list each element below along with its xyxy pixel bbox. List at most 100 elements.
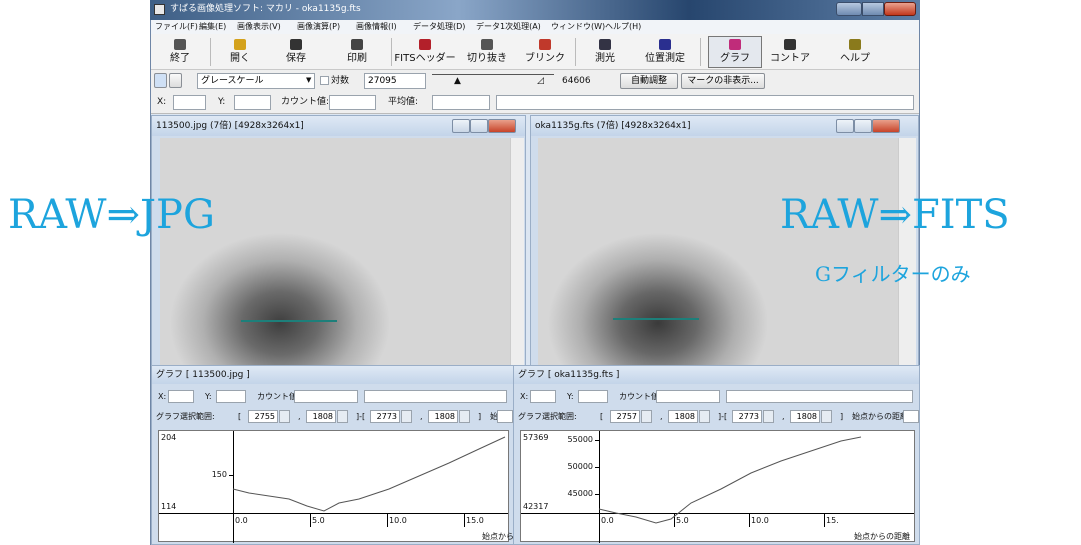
maximize-button[interactable] xyxy=(854,119,872,133)
message-field xyxy=(726,390,913,403)
menu-item[interactable]: データ処理(D) xyxy=(413,23,465,31)
bracket: ]-[ xyxy=(356,413,365,421)
menu-item[interactable]: ファイル(F) xyxy=(155,23,198,31)
image-view xyxy=(538,138,898,371)
annotation: Gフィルターのみ xyxy=(815,258,971,287)
profile-line xyxy=(233,437,505,511)
menu-item[interactable]: 編集(E) xyxy=(199,23,226,31)
toolbar-button[interactable]: 位置測定 xyxy=(645,54,685,64)
log-label: 対数 xyxy=(331,77,349,86)
hide-marks-button[interactable]: マークの非表示... xyxy=(681,73,765,89)
minimize-button[interactable] xyxy=(836,119,854,133)
toolbar-icon xyxy=(539,39,551,50)
slider-max-thumb[interactable]: ◿ xyxy=(537,77,544,86)
y-field xyxy=(578,390,608,403)
toolbar-icon xyxy=(351,39,363,50)
toolbar-button[interactable]: 印刷 xyxy=(347,54,367,64)
profile-line xyxy=(613,318,699,320)
toolbar-button[interactable]: 終了 xyxy=(170,54,190,64)
status-y-field xyxy=(234,95,271,110)
maximize-button[interactable] xyxy=(470,119,488,133)
comma: , xyxy=(782,413,785,421)
count-field xyxy=(656,390,720,403)
menu-item[interactable]: 画像演算(P) xyxy=(297,23,340,31)
annotation: RAW⇒FITS xyxy=(780,192,1010,238)
bracket: [ xyxy=(600,413,603,421)
graph-window: グラフ [ oka1135g.fts ]X:Y:カウント値:グラフ選択範囲:[2… xyxy=(513,365,920,545)
toolbar-icon xyxy=(290,39,302,50)
bracket: ]-[ xyxy=(718,413,727,421)
spinner[interactable] xyxy=(459,410,470,423)
y-label: Y: xyxy=(205,393,212,401)
slider-track xyxy=(432,74,554,75)
count-field xyxy=(294,390,358,403)
end-y-field[interactable]: 1808 xyxy=(428,410,458,423)
image-window-title: 113500.jpg (7倍) [4928x3264x1] xyxy=(156,122,304,131)
toolbar-button[interactable]: 開く xyxy=(230,54,250,64)
spinner[interactable] xyxy=(337,410,348,423)
image-view xyxy=(160,138,510,371)
window-title: すばる画像処理ソフト: マカリ - oka1135g.fts xyxy=(170,5,361,14)
y-field xyxy=(216,390,246,403)
min-input[interactable]: 27095 xyxy=(364,73,426,89)
menu-item[interactable]: データ1次処理(A) xyxy=(476,23,541,31)
toolbar-button[interactable]: グラフ xyxy=(720,54,750,64)
x-field xyxy=(530,390,556,403)
zoom-out-button[interactable] xyxy=(169,73,182,88)
graph-title: グラフ [ 113500.jpg ] xyxy=(156,371,250,380)
close-button[interactable] xyxy=(884,2,916,16)
toolbar-button[interactable]: ヘルプ xyxy=(840,54,870,64)
menu-item[interactable]: ヘルプ(H) xyxy=(605,23,641,31)
toolbar-separator xyxy=(575,38,576,66)
slider-min-thumb[interactable]: ▲ xyxy=(454,77,461,86)
menu-item[interactable]: 画像表示(V) xyxy=(237,23,281,31)
spinner[interactable] xyxy=(763,410,774,423)
spinner[interactable] xyxy=(699,410,710,423)
screenshot: すばる画像処理ソフト: マカリ - oka1135g.fts グレースケール ▼… xyxy=(0,0,1081,545)
spinner[interactable] xyxy=(401,410,412,423)
auto-adjust-button[interactable]: 自動調整 xyxy=(620,73,678,89)
start-x-field[interactable]: 2755 xyxy=(248,410,278,423)
range-label: グラフ選択範囲: xyxy=(518,413,577,421)
toolbar-icon xyxy=(481,39,493,50)
spinner[interactable] xyxy=(641,410,652,423)
minimize-button[interactable] xyxy=(452,119,470,133)
minimize-button[interactable] xyxy=(836,2,862,16)
toolbar-separator xyxy=(210,38,211,66)
toolbar-icon xyxy=(659,39,671,50)
spinner[interactable] xyxy=(279,410,290,423)
menu-item[interactable]: 画像情報(I) xyxy=(356,23,397,31)
distance-label: 始点からの距離 xyxy=(852,413,908,421)
toolbar-button[interactable]: 測光 xyxy=(595,54,615,64)
toolbar-separator xyxy=(700,38,701,66)
maximize-button[interactable] xyxy=(862,2,884,16)
distance-field xyxy=(903,410,919,423)
log-checkbox[interactable] xyxy=(320,76,329,85)
image-window: 113500.jpg (7倍) [4928x3264x1] xyxy=(151,115,526,370)
start-y-field[interactable]: 1808 xyxy=(306,410,336,423)
bracket: ] xyxy=(478,413,481,421)
toolbar-button[interactable]: ブリンク xyxy=(525,54,565,64)
status-y-label: Y: xyxy=(218,98,225,107)
zoom-in-button[interactable] xyxy=(154,73,167,88)
start-x-field[interactable]: 2757 xyxy=(610,410,640,423)
spinner[interactable] xyxy=(821,410,832,423)
toolbar-icon xyxy=(419,39,431,50)
message-field xyxy=(364,390,507,403)
toolbar-button[interactable]: 切り抜き xyxy=(467,54,507,64)
toolbar-button[interactable]: コントア xyxy=(770,54,810,64)
status-count-field xyxy=(329,95,376,110)
menu-item[interactable]: ウィンドウ(W) xyxy=(551,23,605,31)
end-x-field[interactable]: 2773 xyxy=(370,410,400,423)
profile-line xyxy=(599,437,861,523)
end-y-field[interactable]: 1808 xyxy=(790,410,820,423)
annotation: RAW⇒JPG xyxy=(8,192,215,238)
comma: , xyxy=(660,413,663,421)
color-map-select[interactable]: グレースケール xyxy=(197,73,315,89)
toolbar-button[interactable]: FITSヘッダー xyxy=(394,54,455,64)
toolbar-button[interactable]: 保存 xyxy=(286,54,306,64)
start-y-field[interactable]: 1808 xyxy=(668,410,698,423)
end-x-field[interactable]: 2773 xyxy=(732,410,762,423)
close-button[interactable] xyxy=(872,119,900,133)
close-button[interactable] xyxy=(488,119,516,133)
